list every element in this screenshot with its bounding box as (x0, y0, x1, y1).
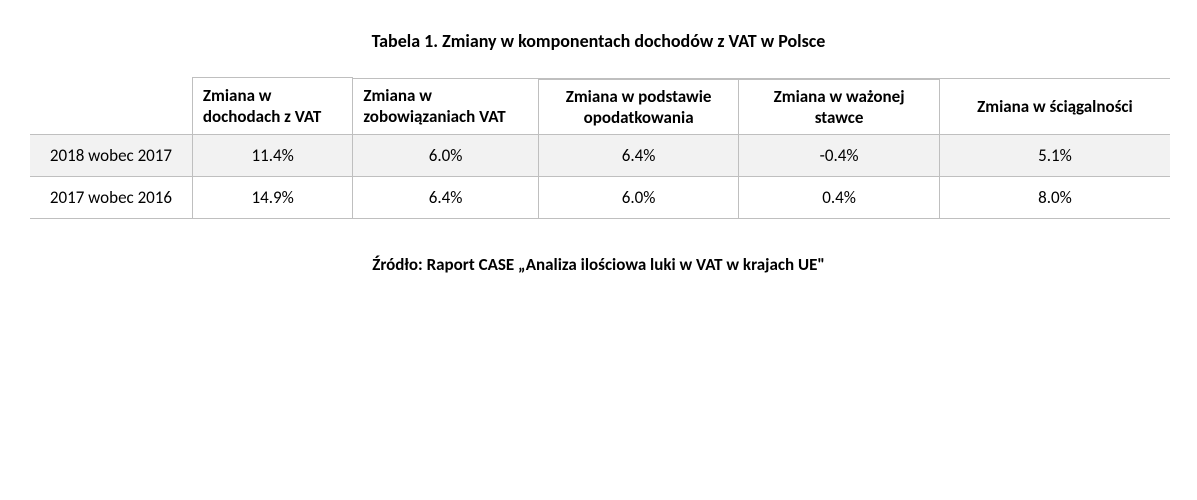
cell-r1-c4: 0.4% (739, 176, 940, 218)
vat-table: Zmiana w dochodach z VAT Zmiana w zobowi… (30, 77, 1170, 219)
cell-r0-c3: 6.4% (538, 134, 739, 176)
header-col5: Zmiana w ściągalności (939, 78, 1170, 134)
header-col1: Zmiana w dochodach z VAT (192, 78, 352, 135)
header-blank (30, 78, 192, 135)
cell-r1-c5: 8.0% (939, 176, 1170, 218)
header-col3: Zmiana w podstawie opodatkowania (538, 79, 739, 134)
cell-r1-c2: 6.4% (353, 176, 538, 218)
cell-r0-c1: 11.4% (192, 134, 352, 176)
cell-r0-c2: 6.0% (353, 134, 538, 176)
header-col2: Zmiana w zobowiązaniach VAT (353, 78, 538, 134)
table-row: 2018 wobec 2017 11.4% 6.0% 6.4% -0.4% 5.… (30, 134, 1170, 176)
table-title: Tabela 1. Zmiany w komponentach dochodów… (30, 30, 1167, 52)
table-source: Źródło: Raport CASE „Analiza ilościowa l… (30, 254, 1167, 275)
table-row: 2017 wobec 2016 14.9% 6.4% 6.0% 0.4% 8.0… (30, 176, 1170, 218)
cell-r1-c3: 6.0% (538, 176, 739, 218)
row-label: 2018 wobec 2017 (30, 134, 192, 176)
cell-r0-c5: 5.1% (939, 134, 1170, 176)
row-label: 2017 wobec 2016 (30, 176, 192, 218)
header-col4: Zmiana w ważonej stawce (739, 79, 940, 134)
cell-r1-c1: 14.9% (192, 176, 352, 218)
cell-r0-c4: -0.4% (739, 134, 940, 176)
